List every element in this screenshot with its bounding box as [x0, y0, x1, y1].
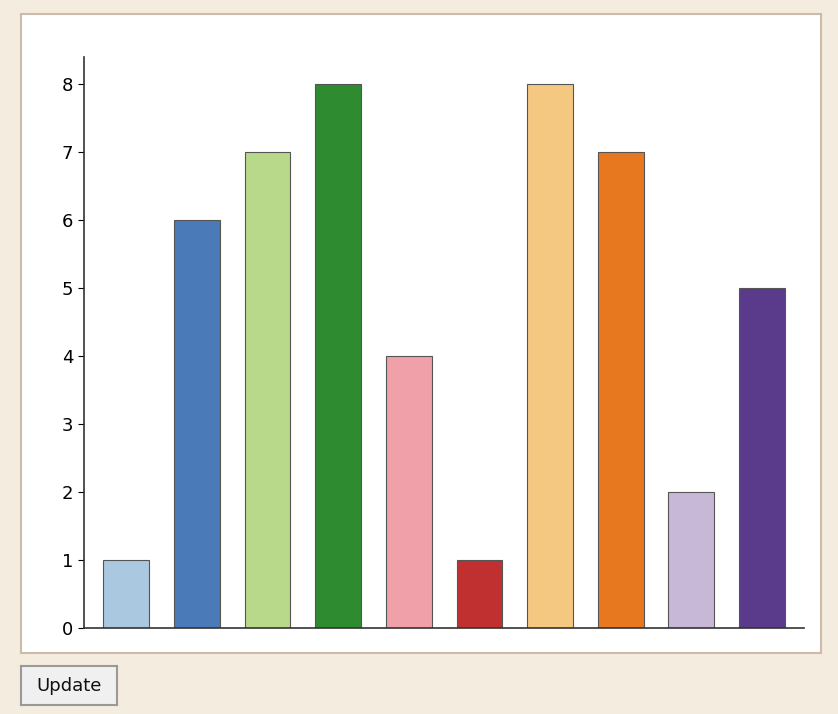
Bar: [315, 84, 361, 628]
Bar: [103, 560, 149, 628]
Bar: [527, 84, 573, 628]
Bar: [174, 221, 220, 628]
Bar: [457, 560, 503, 628]
Text: Update: Update: [36, 677, 102, 695]
Bar: [597, 152, 644, 628]
Bar: [385, 356, 432, 628]
Bar: [739, 288, 785, 628]
Bar: [245, 152, 291, 628]
Bar: [669, 493, 714, 628]
